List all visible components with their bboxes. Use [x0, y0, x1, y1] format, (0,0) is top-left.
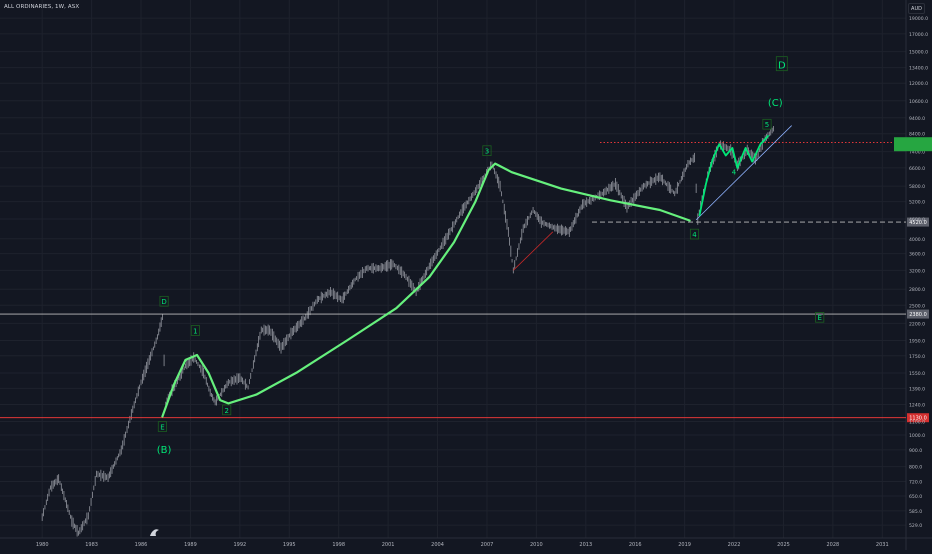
y-tick-label: 650.0 [909, 494, 922, 500]
y-tick-label: 5800.0 [909, 184, 925, 190]
y-tick-label: 585.0 [909, 509, 922, 515]
y-tick-label: 4000.0 [909, 237, 925, 243]
y-tick-label: 1950.0 [909, 338, 925, 344]
wave-label: 3 [485, 148, 489, 156]
grid [0, 0, 906, 538]
logo-mark [150, 529, 159, 536]
wave-label: D [161, 298, 166, 306]
x-tick-label: 2010 [530, 542, 543, 548]
wave-label-box [190, 325, 200, 336]
y-tick-label: 9400.0 [909, 116, 925, 122]
y-tick-label: 5200.0 [909, 200, 925, 206]
y-tick-label: 7400.0 [909, 150, 925, 156]
x-tick-label: 1983 [85, 542, 98, 548]
white-level-tag [907, 309, 929, 319]
y-tick-label: 1390.0 [909, 386, 925, 392]
x-tick-label: 2013 [579, 542, 592, 548]
y-tick-label: 6600.0 [909, 166, 925, 172]
price-axis: 529.0 585.0 650.0 720.0 800.0 900.0 1000.0 1100… [909, 16, 928, 529]
wave-label: (B) [157, 445, 172, 456]
wave-label-box [775, 56, 788, 72]
x-tick-label: 1986 [135, 542, 148, 548]
wave-label: 4 [732, 168, 737, 176]
wave-label: E [817, 314, 821, 322]
x-tick-label: 2019 [678, 542, 691, 548]
white-level-label: 2380.0 [909, 312, 927, 318]
wave-label-box [482, 145, 492, 156]
x-tick-label: 2016 [629, 542, 642, 548]
wave-label: E [160, 423, 164, 431]
x-tick-label: 2028 [827, 542, 840, 548]
wave-label-box [815, 312, 825, 323]
red-level-tag [907, 413, 929, 423]
x-tick-label: 2001 [382, 542, 395, 548]
wave-label-box [762, 118, 772, 130]
wave-label-box [159, 295, 169, 307]
wave-label-box [157, 421, 167, 432]
y-tick-label: 13400.0 [909, 66, 928, 72]
y-tick-label: 800.0 [909, 465, 922, 471]
x-tick-label: 2022 [728, 542, 741, 548]
y-tick-label: 1750.0 [909, 354, 925, 360]
wave-overlay-line [161, 162, 691, 418]
y-tick-label: 2200.0 [909, 321, 925, 327]
red-level-label: 1130.0 [909, 416, 927, 422]
y-tick-label: 1100.0 [909, 420, 925, 426]
wave-labels: D 1 2 E (B) 3 4 4 5 (C) D E [157, 56, 825, 456]
recent-wave-line [698, 134, 770, 217]
wave-label: 4 [692, 231, 697, 239]
y-tick-label: 1000.0 [909, 433, 925, 439]
channel-lower [695, 125, 792, 221]
y-tick-label: 900.0 [909, 448, 922, 454]
symbol-label: ALL ORDINARIES, 1W, ASX [4, 4, 80, 10]
wave-label: 2 [224, 407, 228, 415]
x-tick-label: 2031 [876, 542, 889, 548]
x-tick-label: 1980 [36, 542, 49, 548]
x-tick-label: 2004 [431, 542, 444, 548]
y-tick-label: 15000.0 [909, 50, 928, 56]
wave-label: 5 [765, 121, 769, 129]
time-axis: 1980 1983 1986 1989 1992 1995 1998 2001 2004 2007… [36, 542, 889, 548]
y-tick-label: 4600.0 [909, 217, 925, 223]
wave-label: D [778, 61, 786, 72]
white-dashed-level-label: 4520.0 [909, 220, 927, 226]
currency-button[interactable]: AUD [908, 3, 925, 14]
x-tick-label: 1992 [233, 542, 246, 548]
y-tick-label: 2800.0 [909, 287, 925, 293]
wave-label: (C) [768, 98, 783, 109]
x-tick-label: 1989 [184, 542, 197, 548]
x-tick-label: 1995 [283, 542, 296, 548]
y-tick-label: 1240.0 [909, 403, 925, 409]
wave-label-box [689, 228, 700, 240]
white-dashed-level-tag [907, 217, 929, 227]
y-tick-label: 3600.0 [909, 252, 925, 258]
x-tick-label: 2025 [777, 542, 790, 548]
wave-label-box [222, 404, 232, 416]
y-tick-label: 1550.0 [909, 371, 925, 377]
y-tick-label: 720.0 [909, 480, 922, 486]
gfc-line [513, 231, 554, 271]
y-tick-label: 529.0 [909, 523, 922, 529]
tradingview-logo [150, 529, 159, 536]
y-tick-label: 10600.0 [909, 99, 928, 105]
y-tick-label: 17000.0 [909, 32, 928, 38]
y-tick-label: 19000.0 [909, 16, 928, 22]
current-price-tag [894, 137, 932, 152]
y-tick-label: 8400.0 [909, 132, 925, 138]
y-tick-label: 2500.0 [909, 303, 925, 309]
wave-label: 1 [193, 327, 197, 335]
y-tick-label: 12000.0 [909, 81, 928, 87]
y-tick-label: 3200.0 [909, 268, 925, 274]
x-tick-label: 2007 [481, 542, 494, 548]
x-tick-label: 1998 [332, 542, 345, 548]
